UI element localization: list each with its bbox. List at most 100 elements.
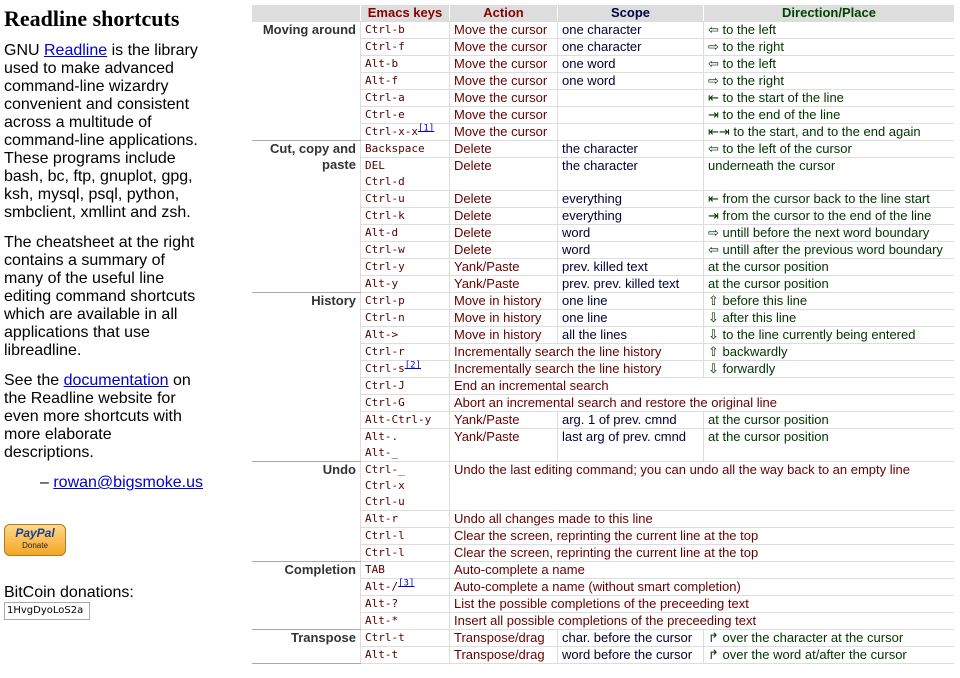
shortcut-row: Alt-t Transpose/drag word before the curso… <box>252 646 954 664</box>
action: Move in history <box>449 292 558 310</box>
scope: char. before the cursor <box>557 629 704 647</box>
readline-link[interactable]: Readline <box>44 42 108 59</box>
shortcut-row: Ctrl-f Move the cursor one character ⇨ to t… <box>252 38 954 56</box>
scope: one line <box>557 309 704 327</box>
keys-cell: Ctrl-s[2] <box>360 360 450 378</box>
scope: last arg of prev. cmnd <box>557 428 704 462</box>
direction: ⇦ untill after the previous word boundar… <box>703 241 954 259</box>
scope: prev. killed text <box>557 258 704 276</box>
keys-cell: Ctrl-f <box>360 38 450 56</box>
donate-label: Donate <box>22 541 48 550</box>
key: Ctrl-s[2] <box>365 360 422 375</box>
keys-cell: Alt-y <box>360 275 450 293</box>
action: Delete <box>449 241 558 259</box>
key: Ctrl-_ <box>365 463 405 476</box>
group-label: Completion <box>252 561 361 630</box>
shortcut-row: Ctrl-w Delete word ⇦ untill after the previ… <box>252 241 954 259</box>
column-header: Direction/Place <box>703 5 954 22</box>
action: Auto-complete a name <box>449 561 954 579</box>
key: Alt-_ <box>365 446 399 459</box>
key: Alt-. <box>365 430 399 443</box>
footnote-link[interactable]: [3] <box>398 578 415 589</box>
shortcut-row: Alt-. Alt-_ Yank/Paste last arg of prev. cm… <box>252 428 954 462</box>
scope: word <box>557 241 704 259</box>
shortcut-row: Alt-> Move in history all the lines ⇩ to th… <box>252 326 954 344</box>
shortcut-row: Ctrl-n Move in history one line ⇩ after thi… <box>252 309 954 327</box>
scope: word before the cursor <box>557 646 704 664</box>
action: Abort an incremental search and restore … <box>449 394 954 412</box>
key: Ctrl-x <box>365 479 405 492</box>
key: Ctrl-u <box>365 495 405 508</box>
footnote-link[interactable]: [2] <box>404 360 422 371</box>
direction: ⇥ to the end of the line <box>703 106 954 124</box>
shortcut-row: Alt-? List the possible completions of th… <box>252 595 954 613</box>
direction: ⇤ from the cursor back to the line start <box>703 190 954 208</box>
shortcut-row: Alt-f Move the cursor one word ⇨ to the rig… <box>252 72 954 90</box>
action: List the possible completions of the pre… <box>449 595 954 613</box>
documentation-link[interactable]: documentation <box>63 372 169 389</box>
scope: one word <box>557 72 704 90</box>
action: Move the cursor <box>449 55 558 73</box>
keys-cell: TAB <box>360 561 450 579</box>
keys-cell: Ctrl-G <box>360 394 450 412</box>
header-row: Emacs keys Action Scope Direction/Place <box>252 5 954 22</box>
action: Delete <box>449 140 558 158</box>
column-header: Scope <box>557 5 704 22</box>
scope <box>557 89 704 107</box>
shortcut-row: Alt-/[3] Auto-complete a name (without sm… <box>252 578 954 596</box>
direction: ⇦ to the left <box>703 55 954 73</box>
direction: ⇧ before this line <box>703 292 954 310</box>
see-also: See the documentation on the Readline we… <box>4 372 204 462</box>
shortcut-row: History Ctrl-p Move in history one line ⇧ be… <box>252 292 954 462</box>
shortcut-table: Emacs keys Action Scope Direction/Place Movi… <box>252 5 954 664</box>
keys-cell: Ctrl-l <box>360 527 450 545</box>
keys-cell: Ctrl-e <box>360 106 450 124</box>
keys-cell: Ctrl-y <box>360 258 450 276</box>
scope: all the lines <box>557 326 704 344</box>
keys-cell: Ctrl-p <box>360 292 450 310</box>
keys-cell: Ctrl-u <box>360 190 450 208</box>
direction: ⇩ forwardly <box>703 360 954 378</box>
shortcut-row: Ctrl-x-x[1] Move the cursor ⇤⇥ to the star… <box>252 123 954 141</box>
shortcut-row: Transpose Ctrl-t Transpose/drag char. befor… <box>252 629 954 664</box>
direction: ⇨ untill before the next word boundary <box>703 224 954 242</box>
key: TAB <box>365 563 385 576</box>
key: Ctrl-J <box>365 379 405 392</box>
action: Auto-complete a name (without smart comp… <box>449 578 954 596</box>
action: Move in history <box>449 309 558 327</box>
key: Alt-t <box>365 648 399 661</box>
shortcut-row: Ctrl-a Move the cursor ⇤ to the start of t… <box>252 89 954 107</box>
action: Move in history <box>449 326 558 344</box>
shortcut-row: Ctrl-e Move the cursor ⇥ to the end of the… <box>252 106 954 124</box>
action: Insert all possible completions of the p… <box>449 612 954 630</box>
keys-cell: Alt-/[3] <box>360 578 450 596</box>
shortcut-row: Ctrl-l Clear the screen, reprinting the c… <box>252 544 954 562</box>
column-header: Action <box>449 5 558 22</box>
key: Ctrl-l <box>365 529 405 542</box>
action: Yank/Paste <box>449 428 558 462</box>
action: Transpose/drag <box>449 646 558 664</box>
keys-cell: Ctrl-x-x[1] <box>360 123 450 141</box>
action: Undo the last editing command; you can u… <box>449 461 954 511</box>
action: Move the cursor <box>449 106 558 124</box>
shortcut-row: Ctrl-r Incrementally search the line hist… <box>252 343 954 361</box>
direction: ⇨ to the right <box>703 38 954 56</box>
action: Clear the screen, reprinting the current… <box>449 544 954 562</box>
key: Alt-d <box>365 226 399 239</box>
bitcoin-address[interactable]: 1HvgDyoLoS2a <box>4 602 90 620</box>
direction: ⇨ to the right <box>703 72 954 90</box>
key: Alt-y <box>365 277 399 290</box>
scope <box>557 123 704 141</box>
shortcut-row: Moving around Ctrl-b Move the cursor one ch… <box>252 21 954 141</box>
signature: – rowan@bigsmoke.us <box>4 474 204 492</box>
keys-cell: Alt-? <box>360 595 450 613</box>
shortcut-row: Alt-d Delete word ⇨ untill before the next … <box>252 224 954 242</box>
footnote: [3] <box>398 578 414 588</box>
shortcut-row: Ctrl-k Delete everything ⇥ from the cursor … <box>252 207 954 225</box>
email-link[interactable]: rowan@bigsmoke.us <box>53 474 203 491</box>
shortcut-row: Ctrl-J End an incremental search <box>252 377 954 395</box>
paypal-button[interactable]: PayPal Donate <box>4 524 66 556</box>
footnote-link[interactable]: [1] <box>417 123 435 134</box>
text: See the <box>4 372 64 389</box>
keys-cell: Ctrl-J <box>360 377 450 395</box>
